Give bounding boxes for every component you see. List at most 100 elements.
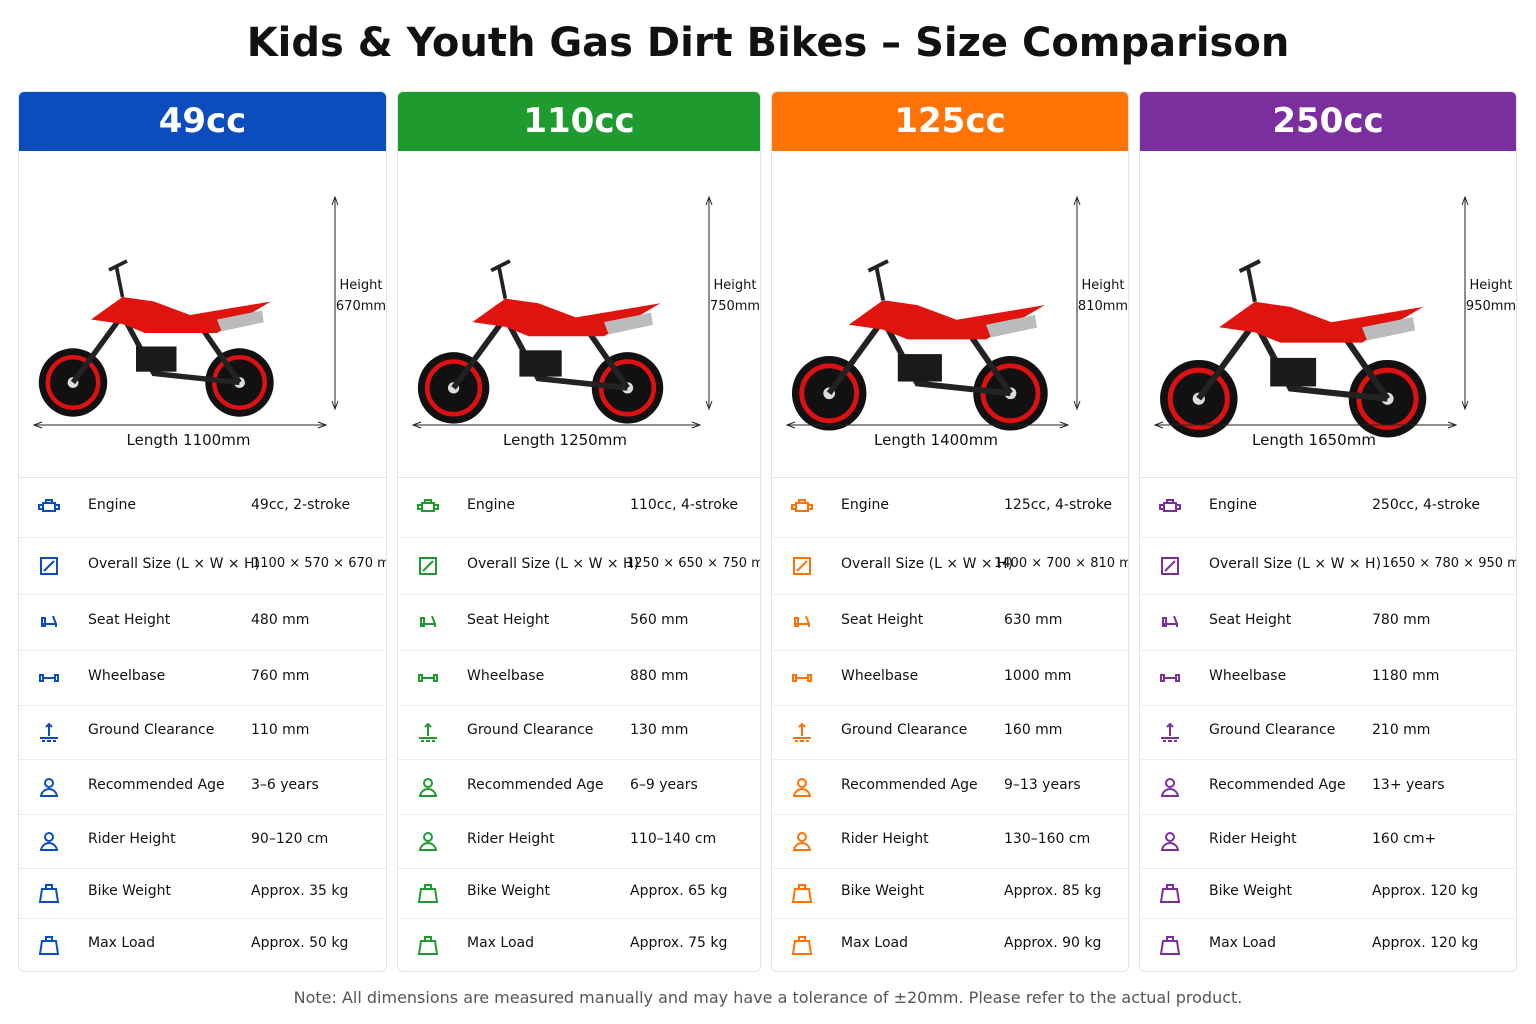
rim [799,363,860,424]
bike-illustration [411,195,713,429]
spec-icon [39,831,59,851]
height-value: 670mm [335,299,387,314]
rim [424,359,483,417]
spec-label: Rider Height [841,831,929,847]
icon-shape [1159,884,1181,903]
spec-label: Engine [88,497,136,513]
spec-icon [1159,935,1181,955]
spec-icon [791,884,813,903]
footnote: Note: All dimensions are measured manual… [293,988,1243,1007]
spec-value: 125cc, 4-stroke [1004,497,1112,513]
spec-value: 1400 × 700 × 810 mm [994,555,1128,571]
spec-value: 90–120 cm [251,831,329,847]
column-header: 250cc [1140,92,1516,151]
height-value: 810mm [1077,299,1129,314]
length-label: Length 1650mm [1252,431,1376,449]
spec-icon [38,499,60,512]
spec-icon [418,831,438,851]
length-arrow [32,421,328,429]
spec-value: 560 mm [630,612,689,628]
spec-icon [792,673,812,682]
bike [38,259,274,417]
icon-shape [39,831,59,851]
spec-label: Recommended Age [841,776,978,793]
spec-value: 250cc, 4-stroke [1372,497,1480,513]
spec-icon [418,777,438,797]
icon-shape [791,935,813,955]
handlebar [490,259,511,299]
spec-icon [794,615,810,627]
exhaust [217,310,264,332]
rim [1167,367,1230,430]
spec-icon [417,499,439,512]
spec-label: Bike Weight [1209,883,1292,899]
spec-label: Ground Clearance [1209,722,1336,738]
spec-value: 160 cm+ [1372,831,1437,847]
spec-label: Max Load [88,934,155,951]
bike [417,259,664,424]
spec-value: 1180 mm [1372,667,1440,684]
spec-label: Seat Height [1209,612,1292,628]
icon-shape [793,556,811,575]
spec-value: 210 mm [1372,722,1431,738]
icon-shape [1160,673,1180,682]
icon-shape [1160,777,1180,797]
spec-value: 1100 × 570 × 670 mm [252,555,386,571]
spec-icon [1160,673,1180,682]
length-label: Length 1400mm [874,431,998,449]
icon-shape [792,777,812,797]
icon-shape [40,556,58,575]
icon-shape [417,935,439,955]
spec-row: Rider Height 160 cm+ [1140,815,1516,869]
spec-label: Max Load [467,934,534,951]
icon-shape [419,556,437,575]
spec-icon [793,556,811,575]
spec-value: Approx. 120 kg [1372,883,1479,899]
icon-shape [794,615,810,627]
spec-value: 1000 mm [1004,667,1072,684]
spec-row: Max Load Approx. 75 kg [398,919,760,971]
spec-icon [419,556,437,575]
icon-shape [38,499,60,512]
handlebar [867,259,889,301]
bike-illustration [785,195,1081,431]
spec-value: 1250 × 650 × 750 mm [626,555,760,571]
spec-row: Wheelbase 1180 mm [1140,651,1516,706]
height-label: Height 810mm [1073,275,1129,317]
spec-icon [1162,615,1178,627]
icon-shape [41,615,57,627]
spec-row: Bike Weight Approx. 65 kg [398,869,760,919]
spec-icon [40,722,58,742]
icon-shape [791,884,813,903]
height-label: Height 950mm [1461,275,1516,317]
spec-icon [40,556,58,575]
spec-label: Rider Height [1209,831,1297,847]
spec-row: Recommended Age 13+ years [1140,760,1516,815]
spec-column: 125cc Height 810mm Length 1400mm Engine 125cc… [771,91,1129,972]
spec-label: Bike Weight [88,883,171,899]
spec-value: 630 mm [1004,612,1063,628]
spec-value: Approx. 65 kg [630,883,728,899]
spec-label: Overall Size (L × W × H) [841,555,1014,572]
length-arrow [785,421,1070,429]
spec-icon [39,777,59,797]
bike-illustration [32,195,339,429]
spec-icon [792,777,812,797]
spec-value: 9–13 years [1004,776,1081,793]
spec-value: 49cc, 2-stroke [251,497,351,513]
spec-row: Seat Height 780 mm [1140,595,1516,651]
handlebar [1238,259,1261,303]
spec-value: 110–140 cm [630,831,717,847]
spec-row: Bike Weight Approx. 120 kg [1140,869,1516,919]
spec-column: 250cc Height 950mm Length 1650mm Engine 250cc… [1139,91,1517,972]
spec-value: 110 mm [251,722,310,738]
spec-row: Recommended Age 3–6 years [19,760,386,815]
length-arrow [411,421,702,429]
spec-row: Engine 110cc, 4-stroke [398,478,760,538]
spec-label: Bike Weight [467,883,550,899]
spec-row: Ground Clearance 160 mm [772,706,1128,760]
spec-row: Overall Size (L × W × H) 1400 × 700 × 810… [772,538,1128,595]
spec-row: Overall Size (L × W × H) 1650 × 780 × 950… [1140,538,1516,595]
spec-row: Rider Height 130–160 cm [772,815,1128,869]
spec-row: Ground Clearance 110 mm [19,706,386,760]
